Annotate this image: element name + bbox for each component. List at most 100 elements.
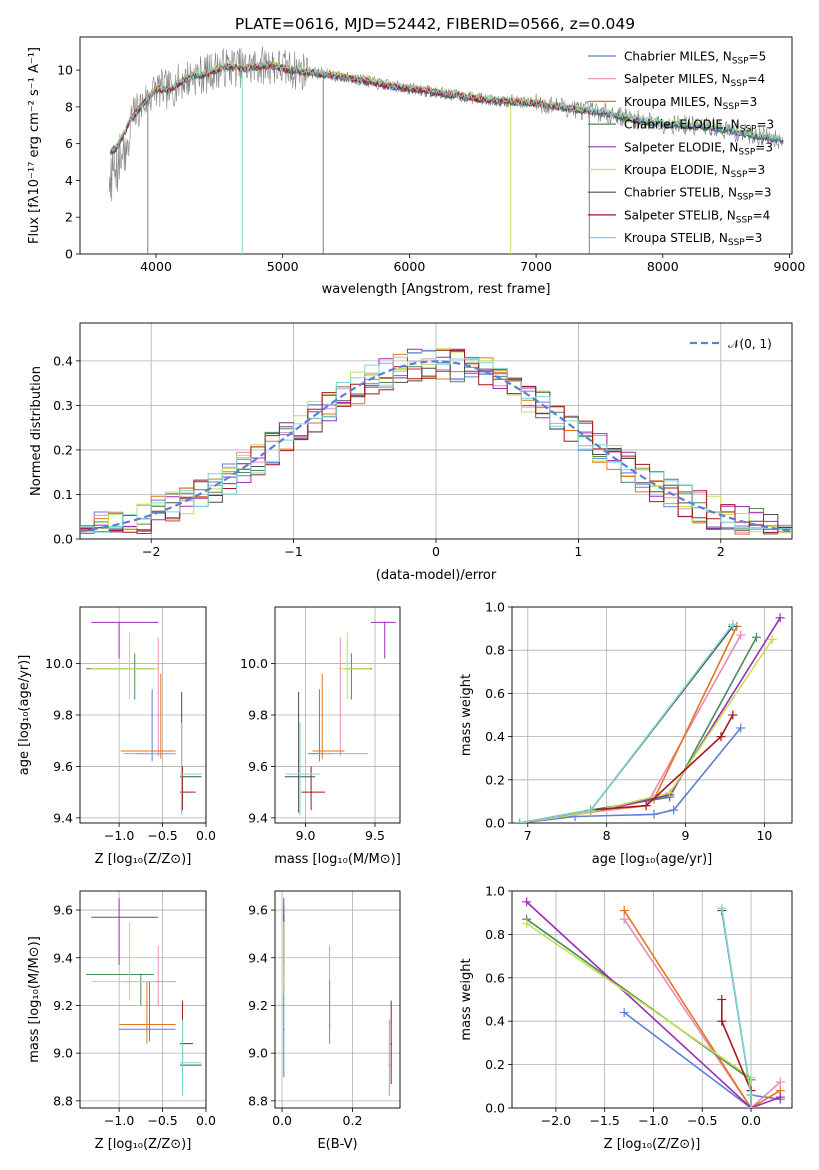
plot-area-mass_weight_vs_Z — [522, 897, 785, 1108]
y-tick-label: 9.6 — [248, 903, 268, 918]
series-8-line — [519, 714, 734, 823]
y-tick-label: 9.6 — [53, 903, 73, 918]
x-tick-label: −0.5 — [147, 828, 177, 843]
x-tick-label: 7 — [524, 828, 532, 843]
data-point — [283, 1028, 285, 1031]
y-tick-label: 1.0 — [485, 600, 505, 615]
y-tick-label: 0.8 — [485, 927, 505, 942]
y-tick-label: 0.2 — [485, 772, 505, 787]
y-tick-label: 0.4 — [485, 1014, 505, 1029]
plot-area-age_vs_mass — [284, 621, 396, 816]
y-tick-label: 0 — [65, 247, 73, 262]
y-tick-label: 9.4 — [248, 950, 268, 965]
y-tick-label: 0.8 — [485, 643, 505, 658]
y-tick-label: 0.0 — [53, 532, 73, 547]
x-tick-label: 1 — [574, 544, 582, 559]
legend-label-text: Salpeter STELIB, N — [624, 208, 736, 222]
mass_weight_vs_Z-x-axis-label: Z [log₁₀(Z/Z⊙)] — [604, 1137, 701, 1152]
y-tick-label: 9.6 — [53, 759, 73, 774]
y-tick-label: 8.8 — [53, 1093, 73, 1108]
legend-label-suffix: =4 — [753, 208, 771, 222]
data-point — [140, 973, 142, 976]
data-point — [388, 1061, 391, 1064]
mass_weight_vs_age-y-axis-label: mass weight — [459, 674, 474, 756]
y-tick-label: 2 — [65, 210, 73, 225]
series-2-line — [623, 918, 781, 1108]
y-tick-label: 8 — [65, 99, 73, 114]
x-tick-label: 0.0 — [196, 1113, 216, 1128]
x-tick-label: 0.0 — [272, 1113, 292, 1128]
x-tick-label: 8 — [603, 828, 611, 843]
age_vs_mass-x-axis-label: mass [log₁₀(M/M⊙)] — [274, 852, 401, 867]
normal-curve-line — [80, 360, 792, 533]
legend-label-text: Kroupa ELODIE, N — [624, 163, 731, 177]
data-point — [321, 750, 324, 752]
y-tick-label: 10 — [57, 63, 73, 78]
data-point — [310, 791, 312, 793]
y-tick-label: 0.0 — [485, 1101, 505, 1116]
histogram-9-line — [80, 350, 792, 533]
data-point — [297, 775, 300, 778]
axes-spectrum: 4000 5000 6000 7000 8000 9000 0 2 4 6 8 10 wavelengt… — [27, 36, 805, 297]
legend-label: Kroupa ELODIE, NSSP=3 — [624, 163, 765, 180]
legend-label-text: Chabrier MILES, N — [624, 50, 732, 64]
data-point — [157, 752, 160, 755]
legend-label: Salpeter ELODIE, NSSP=3 — [624, 140, 773, 157]
x-tick-label: 4000 — [140, 259, 172, 274]
age_vs_Z-y-axis-label: age [log₁₀(age/yr)] — [17, 655, 32, 776]
legend-label: Kroupa MILES, NSSP=3 — [624, 95, 757, 112]
plot-area-mass_vs_Z — [86, 898, 202, 1097]
legend-label-suffix: =3 — [755, 140, 773, 154]
legend-label-suffix: =3 — [747, 163, 765, 177]
legend-label-sub: SSP — [740, 125, 757, 135]
legend-label-text: Salpeter ELODIE, N — [624, 140, 738, 154]
y-tick-label: 10.0 — [240, 656, 268, 671]
x-tick-label: −1.0 — [104, 1113, 134, 1128]
plot-area-mass_weight_vs_age — [515, 613, 785, 823]
legend-label-text: Kroupa STELIB, N — [624, 231, 728, 245]
y-tick-label: 9.8 — [248, 708, 268, 723]
legend-label: Kroupa STELIB, NSSP=3 — [624, 231, 762, 248]
axes-frame-spectrum — [79, 36, 793, 255]
series-2-line — [519, 634, 742, 823]
data-point — [283, 916, 285, 919]
axes-mass_vs_EBV: 0.0 0.2 8.8 9.0 9.2 9.4 9.6 E(B-V) — [248, 890, 401, 1152]
x-tick-label: 10 — [756, 828, 772, 843]
series-6-line — [526, 922, 752, 1108]
legend-label-suffix: =3 — [756, 118, 774, 132]
legend-label: Salpeter MILES, NSSP=4 — [624, 72, 765, 89]
y-tick-label: 10.0 — [45, 656, 73, 671]
y-tick-label: 0.1 — [53, 487, 73, 502]
legend-label: Chabrier STELIB, NSSP=3 — [624, 186, 772, 203]
data-point — [339, 752, 342, 755]
y-tick-label: 1.0 — [485, 884, 505, 899]
y-tick-label: 9.0 — [248, 1046, 268, 1061]
y-tick-label: 9.4 — [53, 810, 73, 825]
legend-label-text: Chabrier ELODIE, N — [624, 118, 740, 132]
series-9-line — [519, 623, 734, 823]
x-tick-label: 2 — [717, 544, 725, 559]
mass_vs_EBV-x-axis-label: E(B-V) — [317, 1137, 357, 1152]
x-tick-label: 0 — [432, 544, 440, 559]
x-tick-label: −1.0 — [638, 1113, 668, 1128]
plot-area-residuals — [80, 347, 792, 535]
x-tick-label: 9 — [682, 828, 690, 843]
legend-label-suffix: =3 — [754, 186, 772, 200]
legend-label: Chabrier ELODIE, NSSP=3 — [624, 118, 774, 135]
y-tick-label: 0.4 — [53, 353, 73, 368]
y-tick-label: 4 — [65, 173, 73, 188]
y-tick-label: 8.8 — [248, 1093, 268, 1108]
data-point — [383, 621, 386, 624]
residuals-y-axis-label: Normed distribution — [29, 366, 44, 496]
legend-label: Chabrier MILES, NSSP=5 — [624, 50, 766, 67]
data-point — [390, 1042, 392, 1045]
x-tick-label: 8000 — [647, 259, 679, 274]
plot-area-mass_vs_EBV — [283, 898, 392, 1097]
series-5-line — [519, 617, 781, 823]
y-tick-label: 9.4 — [248, 810, 268, 825]
y-tick-label: 9.2 — [53, 998, 73, 1013]
y-tick-label: 9.0 — [53, 1046, 73, 1061]
x-tick-label: 7000 — [520, 259, 552, 274]
x-tick-label: −0.5 — [687, 1113, 717, 1128]
axes-frame-mass_weight_vs_age — [511, 606, 793, 824]
